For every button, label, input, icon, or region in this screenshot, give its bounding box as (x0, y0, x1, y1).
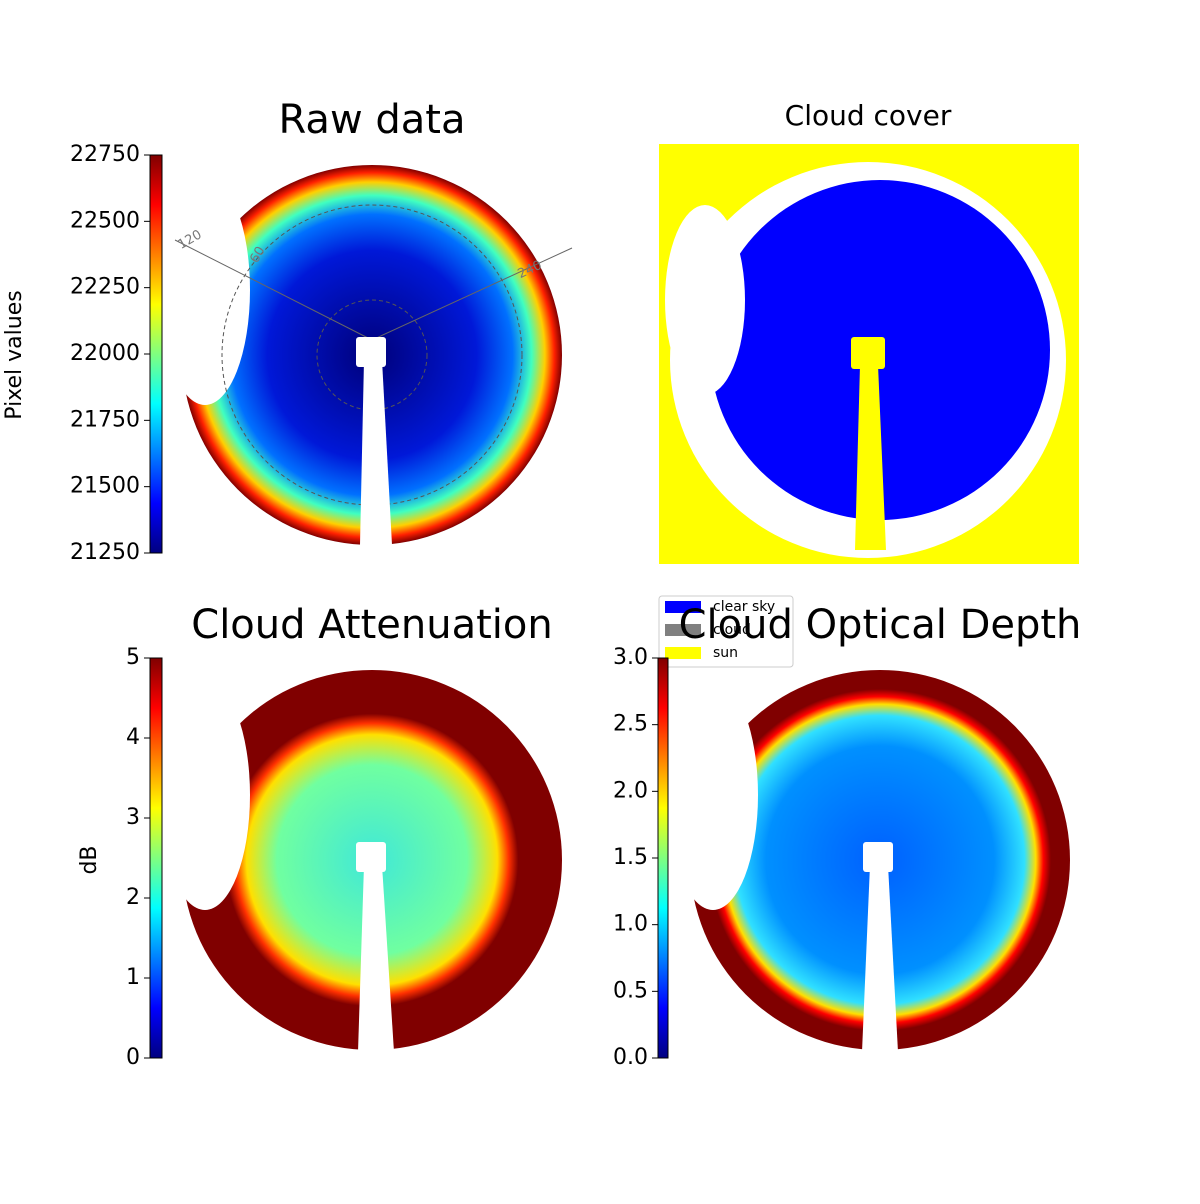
colorbar-tick-label: 2 (126, 885, 140, 910)
colorbar (149, 154, 163, 554)
colorbar-tick-label: 22000 (70, 341, 140, 366)
panel-title: Cloud cover (785, 99, 952, 132)
colorbar-tick-label: 5 (126, 645, 140, 670)
colorbar-tick-label: 21750 (70, 407, 140, 432)
colorbar-tick-label: 0 (126, 1045, 140, 1070)
cloud-cover-image (659, 144, 1079, 564)
colorbar-tick-label: 3 (126, 805, 140, 830)
colorbar-tick-label: 0.0 (613, 1045, 648, 1070)
colorbar-tick-label: 2.0 (613, 778, 648, 803)
attenuation-image (160, 670, 562, 1052)
colorbar-tick-label: 4 (126, 725, 140, 750)
legend-swatch (665, 624, 701, 636)
colorbar-label: Pixel values (2, 290, 27, 419)
legend-label: cloud (713, 622, 751, 638)
colorbar-tick-label: 22500 (70, 208, 140, 233)
polar-label: 60 (247, 244, 268, 266)
colorbar-tick-label: 0.5 (613, 978, 648, 1003)
raw-image (160, 165, 573, 545)
colorbar-tick-label: 3.0 (613, 645, 648, 670)
colorbar-tick-label: 22250 (70, 275, 140, 300)
panel-title: Raw data (279, 97, 466, 143)
optical-depth-image (668, 670, 1070, 1052)
colorbar-label: dB (77, 845, 102, 874)
legend-swatch (665, 647, 701, 659)
legend-label: sun (713, 645, 738, 661)
colorbar-tick-label: 22750 (70, 142, 140, 167)
panel-title: Cloud Optical Depth (679, 602, 1082, 648)
legend-label: clear sky (713, 599, 775, 615)
colorbar-tick-label: 21500 (70, 474, 140, 499)
colorbar (657, 657, 669, 1059)
legend-swatch (665, 601, 701, 613)
colorbar-tick-label: 21250 (70, 540, 140, 565)
colorbar-tick-label: 2.5 (613, 712, 648, 737)
panel-title: Cloud Attenuation (191, 602, 552, 648)
colorbar-tick-label: 1 (126, 965, 140, 990)
colorbar-tick-label: 1.0 (613, 912, 648, 937)
colorbar (149, 657, 163, 1059)
colorbar-tick-label: 1.5 (613, 845, 648, 870)
